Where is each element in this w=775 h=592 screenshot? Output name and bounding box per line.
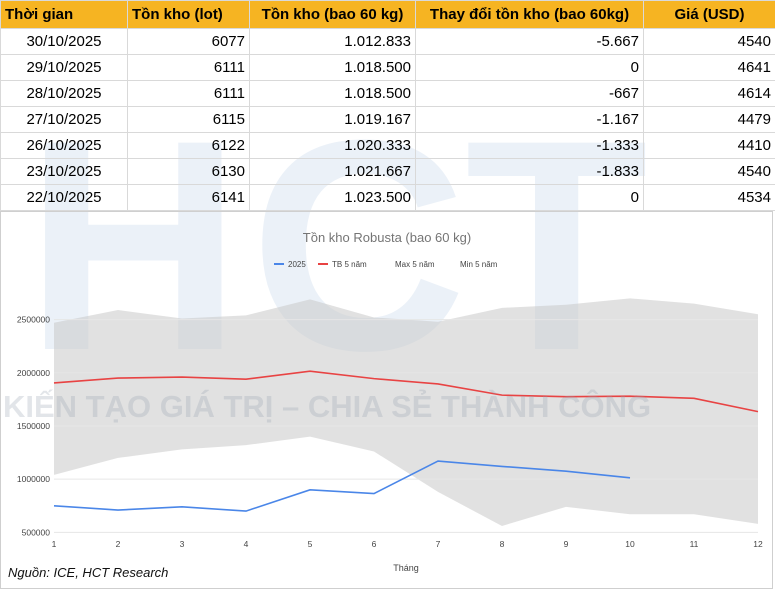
table-row: 23/10/2025 6130 1.021.667 -1.833 4540	[0, 158, 775, 185]
col-header-lots: Tồn kho (lot)	[127, 0, 250, 29]
cell-bags: 1.020.333	[249, 132, 416, 159]
cell-change: -5.667	[415, 28, 644, 55]
x-tick-label: 8	[500, 539, 505, 549]
robusta-inventory-chart: Tồn kho Robusta (bao 60 kg) 2025 TB 5 năm…	[17, 230, 763, 573]
cell-price: 4540	[643, 158, 775, 185]
cell-date: 22/10/2025	[0, 184, 128, 211]
cell-price: 4410	[643, 132, 775, 159]
table-row: 29/10/2025 6111 1.018.500 0 4641	[0, 54, 775, 81]
cell-bags: 1.018.500	[249, 80, 416, 107]
cell-lots: 6077	[127, 28, 250, 55]
cell-price: 4540	[643, 28, 775, 55]
cell-date: 29/10/2025	[0, 54, 128, 81]
x-tick-label: 10	[625, 539, 635, 549]
x-tick-label: 3	[180, 539, 185, 549]
cell-price: 4534	[643, 184, 775, 211]
col-header-bags: Tồn kho (bao 60 kg)	[249, 0, 416, 29]
cell-bags: 1.021.667	[249, 158, 416, 185]
table-header-row: Thời gian Tồn kho (lot) Tồn kho (bao 60 …	[0, 0, 775, 29]
cell-change: 0	[415, 184, 644, 211]
cell-bags: 1.012.833	[249, 28, 416, 55]
cell-change: -1.167	[415, 106, 644, 133]
cell-date: 26/10/2025	[0, 132, 128, 159]
x-axis-title: Tháng	[393, 563, 419, 573]
cell-date: 28/10/2025	[0, 80, 128, 107]
table-row: 22/10/2025 6141 1.023.500 0 4534	[0, 184, 775, 211]
y-tick-label: 1500000	[17, 421, 50, 431]
x-tick-label: 2	[116, 539, 121, 549]
cell-price: 4479	[643, 106, 775, 133]
cell-price: 4641	[643, 54, 775, 81]
x-tick-label: 4	[244, 539, 249, 549]
table-row: 26/10/2025 6122 1.020.333 -1.333 4410	[0, 132, 775, 159]
y-tick-label: 1000000	[17, 474, 50, 484]
source-note: Nguồn: ICE, HCT Research	[8, 565, 169, 580]
table-row: 30/10/2025 6077 1.012.833 -5.667 4540	[0, 28, 775, 55]
x-tick-label: 6	[372, 539, 377, 549]
x-tick-label: 11	[690, 539, 699, 549]
inventory-table: Thời gian Tồn kho (lot) Tồn kho (bao 60 …	[0, 0, 775, 211]
cell-lots: 6115	[127, 106, 250, 133]
x-tick-label: 7	[436, 539, 441, 549]
x-tick-label: 5	[308, 539, 313, 549]
y-tick-label: 500000	[22, 527, 51, 537]
cell-date: 23/10/2025	[0, 158, 128, 185]
min-max-5y-band	[54, 298, 758, 526]
table-row: 27/10/2025 6115 1.019.167 -1.167 4479	[0, 106, 775, 133]
cell-change: -667	[415, 80, 644, 107]
x-tick-label: 1	[52, 539, 57, 549]
cell-bags: 1.019.167	[249, 106, 416, 133]
x-tick-label: 9	[564, 539, 569, 549]
table-row: 28/10/2025 6111 1.018.500 -667 4614	[0, 80, 775, 107]
cell-lots: 6111	[127, 80, 250, 107]
cell-date: 30/10/2025	[0, 28, 128, 55]
cell-change: 0	[415, 54, 644, 81]
y-tick-label: 2000000	[17, 368, 50, 378]
cell-date: 27/10/2025	[0, 106, 128, 133]
col-header-change: Thay đổi tồn kho (bao 60kg)	[415, 0, 644, 29]
chart-title: Tồn kho Robusta (bao 60 kg)	[303, 230, 471, 245]
legend-item: Min 5 năm	[460, 260, 498, 269]
legend-label: 2025	[288, 260, 306, 269]
legend-item: 2025	[274, 260, 306, 269]
cell-lots: 6122	[127, 132, 250, 159]
cell-price: 4614	[643, 80, 775, 107]
x-tick-label: 12	[753, 539, 763, 549]
legend-label: Min 5 năm	[460, 260, 498, 269]
col-header-date: Thời gian	[0, 0, 128, 29]
legend-label: TB 5 năm	[332, 260, 367, 269]
cell-bags: 1.018.500	[249, 54, 416, 81]
series-line-avg-5y	[53, 370, 759, 413]
legend-item: TB 5 năm	[318, 260, 367, 269]
legend-item: Max 5 năm	[395, 260, 435, 269]
col-header-price: Giá (USD)	[643, 0, 775, 29]
cell-lots: 6111	[127, 54, 250, 81]
chart-frame	[0, 211, 773, 589]
legend-label: Max 5 năm	[395, 260, 435, 269]
cell-change: -1.333	[415, 132, 644, 159]
cell-lots: 6141	[127, 184, 250, 211]
series-line-2025	[53, 460, 631, 512]
chart-legend: 2025 TB 5 năm Max 5 năm Min 5 năm	[274, 260, 498, 269]
cell-bags: 1.023.500	[249, 184, 416, 211]
cell-lots: 6130	[127, 158, 250, 185]
cell-change: -1.833	[415, 158, 644, 185]
y-tick-label: 2500000	[17, 315, 50, 325]
watermark-slogan: KIẾN TẠO GIÁ TRỊ – CHIA SẺ THÀNH CÔNG	[3, 389, 652, 424]
